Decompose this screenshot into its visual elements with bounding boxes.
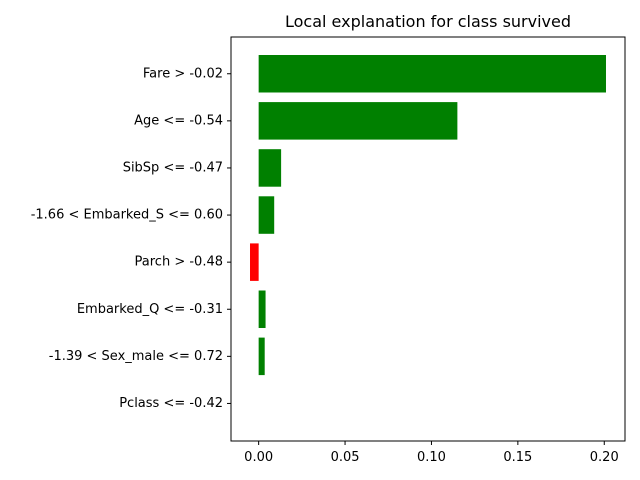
y-axis-ticks: Fare > -0.02 Age <= -0.54 SibSp <= -0.47 -1… [31, 66, 231, 411]
y-tick-label: -1.66 < Embarked_S <= 0.60 [31, 208, 223, 223]
bar-0 [258, 55, 606, 93]
x-tick-label: 0.10 [417, 450, 446, 465]
bar-1 [258, 102, 458, 140]
y-tick-label: Fare > -0.02 [143, 66, 223, 81]
bar-6 [258, 337, 265, 376]
y-tick-label: Parch > -0.48 [135, 255, 223, 270]
x-tick-label: 0.15 [503, 450, 532, 465]
bar-5 [258, 290, 266, 328]
chart-title: Local explanation for class survived [285, 12, 571, 31]
y-tick-label: Age <= -0.54 [134, 113, 223, 128]
bar-2 [258, 149, 282, 187]
bar-3 [258, 196, 275, 234]
x-tick-label: 0.20 [590, 450, 619, 465]
bar-4 [250, 243, 259, 281]
x-tick-label: 0.00 [244, 450, 273, 465]
x-axis-ticks: 0.00 0.05 0.10 0.15 0.20 [244, 441, 619, 465]
y-tick-label: -1.39 < Sex_male <= 0.72 [49, 349, 223, 364]
y-tick-label: SibSp <= -0.47 [123, 160, 223, 175]
plot-area-frame [230, 36, 626, 442]
bars-group [250, 55, 606, 376]
x-tick-label: 0.05 [331, 450, 360, 465]
y-tick-label: Pclass <= -0.42 [119, 396, 223, 411]
y-tick-label: Embarked_Q <= -0.31 [77, 302, 223, 317]
